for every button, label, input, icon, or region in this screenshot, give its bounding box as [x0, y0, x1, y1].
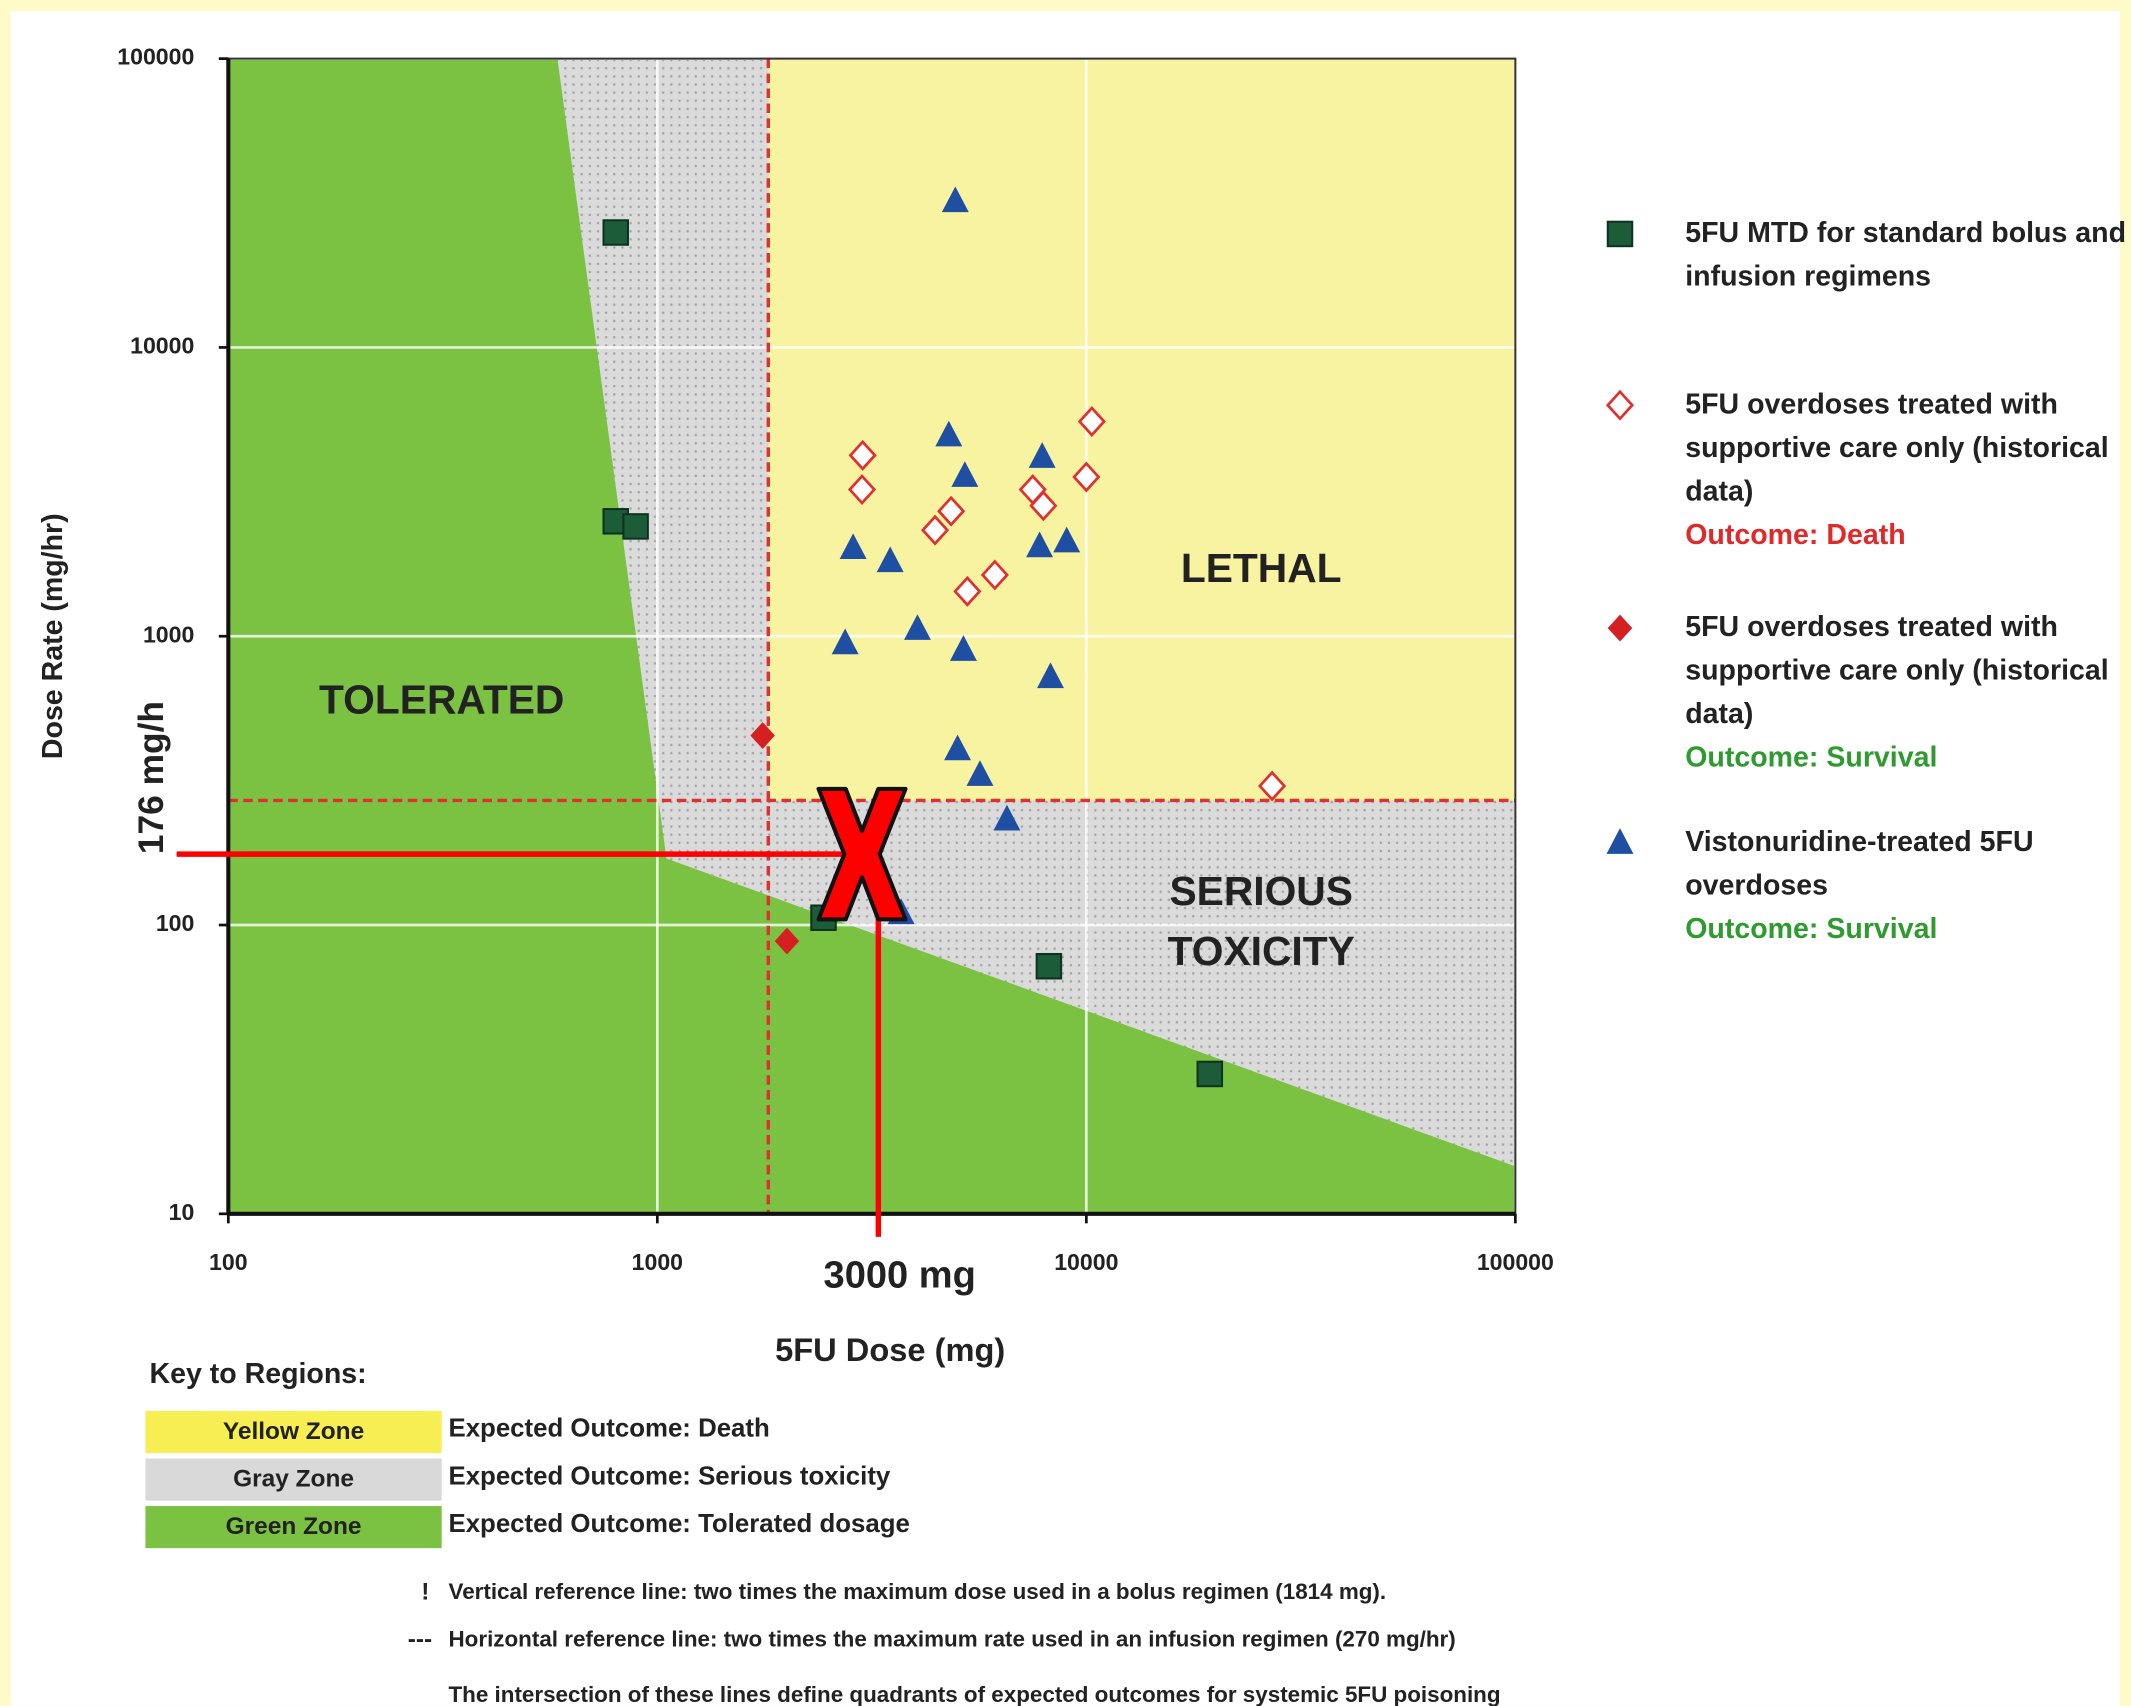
key-swatch: [145, 1410, 442, 1454]
note-symbol: !: [421, 1578, 429, 1605]
annotation-y-label: 176 mg/h: [132, 701, 171, 854]
legend-label: Vistonuridine-treated 5FU overdoses: [1685, 826, 2034, 902]
open-diamond-marker: [1258, 770, 1287, 802]
region-label: LETHAL: [1181, 545, 1342, 591]
legend-text: Vistonuridine-treated 5FU overdoses Outco…: [1685, 821, 2128, 951]
key-zone: Gray Zone: [233, 1466, 354, 1493]
region-label: TOLERATED: [319, 677, 564, 723]
square-marker: [602, 219, 630, 246]
legend-outcome: Outcome: Survival: [1685, 913, 1938, 945]
open-diamond-marker: [847, 474, 877, 506]
note-text: The intersection of these lines define q…: [448, 1682, 1500, 1706]
legend-text: 5FU overdoses treated with supportive ca…: [1685, 606, 2128, 780]
triangle-marker: [935, 420, 963, 447]
triangle-marker: [1028, 442, 1056, 468]
key-zone: Green Zone: [226, 1513, 362, 1540]
region-label: SERIOUS: [1169, 868, 1353, 914]
note-text: Vertical reference line: two times the m…: [448, 1579, 1386, 1604]
y-tick-label: 10: [169, 1199, 195, 1225]
open-diamond-marker: [1072, 461, 1101, 493]
key-text: Expected Outcome: Serious toxicity: [448, 1462, 890, 1490]
triangle-marker: [951, 461, 979, 487]
open-diamond-marker: [980, 559, 1009, 591]
x-tick-label: 1000: [632, 1249, 683, 1275]
square-marker: [1035, 952, 1063, 980]
legend-entry: 5FU overdoses treated with supportive ca…: [1685, 383, 2128, 557]
y-tick-label: 1000: [143, 621, 194, 647]
open-diamond-marker: [937, 495, 966, 527]
triangle-marker: [949, 635, 977, 661]
region: [768, 58, 1516, 801]
x-tick-label: 100: [209, 1249, 248, 1275]
legend-outcome: Outcome: Survival: [1685, 742, 1938, 774]
legend-marker: [1606, 220, 1634, 248]
y-tick-label: 10000: [130, 333, 194, 359]
triangle-marker: [839, 533, 867, 560]
x-tick-label: 10000: [1054, 1249, 1118, 1275]
open-diamond-marker: [953, 575, 982, 607]
legend-outcome: Outcome: Death: [1685, 519, 1906, 551]
legend-text: 5FU MTD for standard bolus and infusion …: [1685, 212, 2128, 299]
legend-entry: 5FU MTD for standard bolus and infusion …: [1685, 212, 2128, 299]
triangle-marker: [1026, 531, 1054, 558]
legend-text: 5FU overdoses treated with supportive ca…: [1685, 383, 2128, 557]
legend-label: 5FU overdoses treated with supportive ca…: [1685, 388, 2109, 508]
y-tick-label: 100000: [117, 44, 194, 70]
key-zone: Yellow Zone: [223, 1418, 364, 1445]
triangle-marker: [831, 628, 859, 655]
legend-label: 5FU MTD for standard bolus and infusion …: [1685, 217, 2127, 293]
y-tick-label: 100: [156, 910, 195, 936]
note-text: Horizontal reference line: two times the…: [448, 1626, 1455, 1651]
triangle-marker: [1053, 526, 1081, 553]
annotation-x-label: 3000 mg: [824, 1255, 976, 1297]
triangle-marker: [876, 546, 904, 573]
note-symbol: ---: [408, 1626, 432, 1653]
annotation-x-mark: [816, 786, 908, 922]
legend-marker: [1605, 389, 1635, 421]
legend-entry: Vistonuridine-treated 5FU overdoses Outco…: [1685, 821, 2128, 951]
triangle-marker: [966, 760, 994, 786]
triangle-marker: [941, 186, 969, 213]
x-axis-title: 5FU Dose (mg): [775, 1331, 1005, 1368]
key-text: Expected Outcome: Tolerated dosage: [448, 1510, 909, 1538]
legend-entry: 5FU overdoses treated with supportive ca…: [1685, 606, 2128, 780]
region-label: TOXICITY: [1168, 928, 1355, 974]
triangle-marker: [993, 804, 1021, 831]
square-marker: [1196, 1060, 1224, 1088]
open-diamond-marker: [920, 514, 950, 546]
key-swatch: [145, 1458, 442, 1501]
open-diamond-marker: [848, 439, 877, 471]
square-marker: [622, 513, 649, 540]
legend-label: 5FU overdoses treated with supportive ca…: [1685, 611, 2109, 731]
open-diamond-marker: [1029, 490, 1058, 522]
triangle-marker: [944, 734, 972, 761]
triangle-marker: [904, 614, 931, 640]
x-tick-label: 100000: [1477, 1249, 1554, 1275]
key-title: Key to Regions:: [149, 1358, 366, 1390]
triangle-marker: [1037, 662, 1064, 689]
key-text: Expected Outcome: Death: [448, 1415, 769, 1443]
legend-marker: [1606, 828, 1634, 854]
y-axis-title: Dose Rate (mg/hr): [37, 513, 69, 759]
key-swatch: [145, 1506, 442, 1549]
open-diamond-marker: [1077, 406, 1106, 437]
